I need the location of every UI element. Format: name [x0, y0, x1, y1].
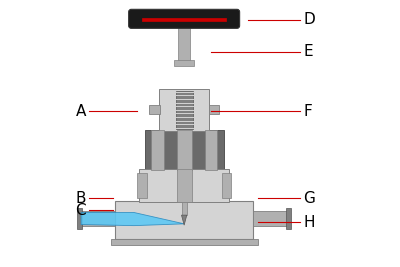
Bar: [209, 105, 219, 115]
Bar: [177, 169, 192, 202]
Bar: [222, 173, 231, 198]
Text: B: B: [75, 191, 86, 206]
Text: D: D: [304, 12, 315, 28]
Bar: [151, 129, 164, 171]
Bar: [159, 89, 209, 131]
Text: A: A: [76, 104, 86, 119]
Bar: [142, 18, 226, 21]
Polygon shape: [182, 215, 187, 225]
Bar: [116, 201, 253, 239]
Text: F: F: [304, 104, 312, 119]
Text: C: C: [75, 203, 86, 218]
FancyBboxPatch shape: [129, 9, 240, 28]
Text: H: H: [304, 214, 315, 230]
Bar: [111, 239, 258, 245]
Bar: [78, 208, 82, 229]
Bar: [178, 26, 190, 62]
Bar: [149, 105, 160, 115]
Bar: [182, 202, 187, 215]
Bar: [286, 208, 291, 229]
Bar: [177, 129, 192, 171]
Polygon shape: [81, 213, 184, 226]
Bar: [253, 211, 287, 226]
Text: E: E: [304, 44, 313, 59]
Text: G: G: [304, 191, 316, 206]
Bar: [137, 173, 147, 198]
Bar: [81, 211, 116, 226]
Bar: [139, 169, 229, 202]
Bar: [176, 91, 193, 129]
Bar: [144, 129, 224, 171]
Bar: [205, 129, 218, 171]
Bar: [174, 60, 194, 66]
